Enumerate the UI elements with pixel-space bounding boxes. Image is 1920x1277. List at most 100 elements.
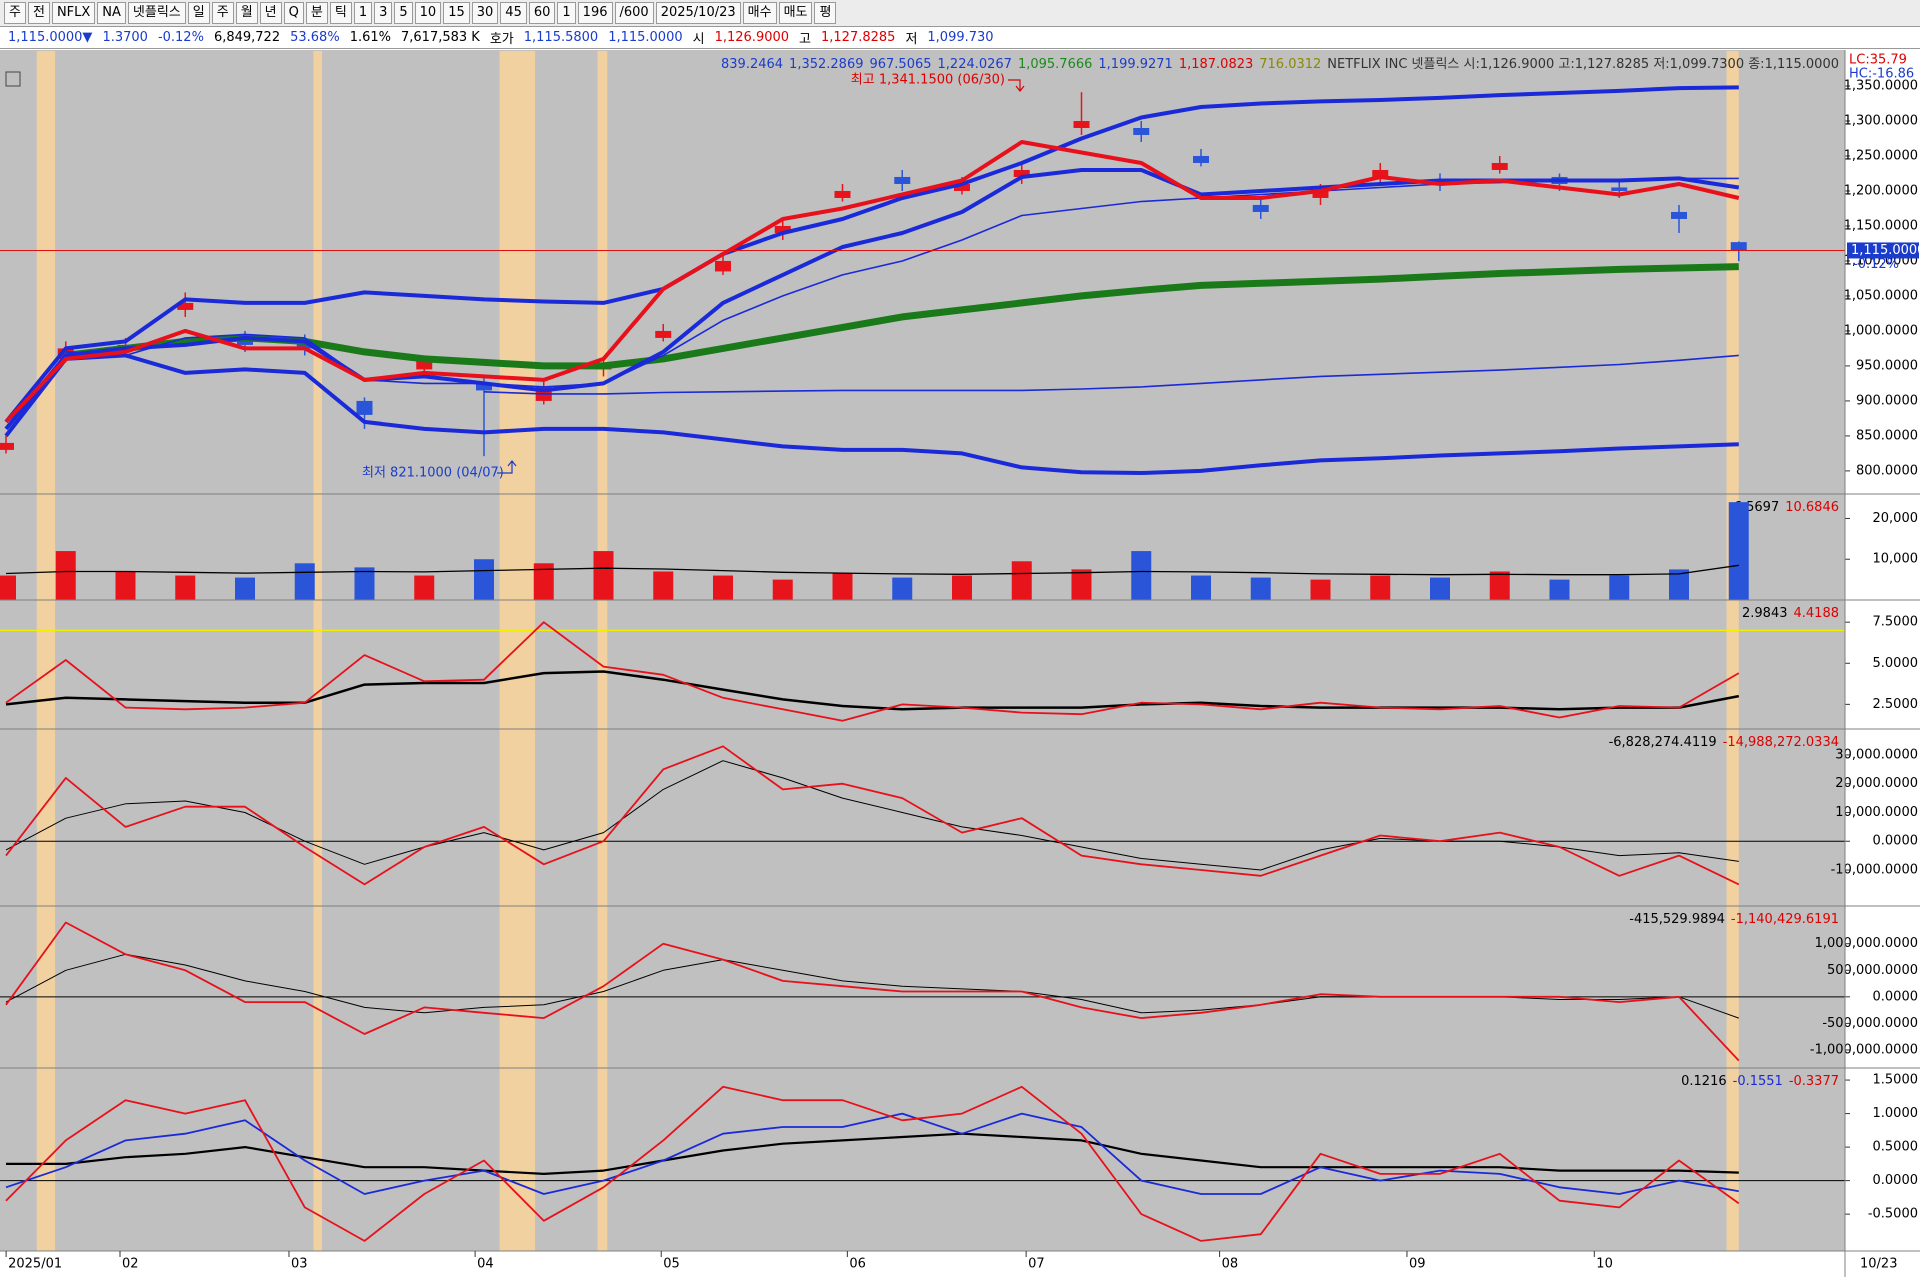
- toolbar-button[interactable]: 넷플릭스: [127, 2, 186, 24]
- panel-header: 0.1216 -0.1551 -0.3377: [1681, 1074, 1839, 1089]
- toolbar: 주 전 NFLX NA 넷플릭스 일 주 월 년 Q 분 틱 1 3 5 10 15 30 45 60 1 196/600…: [0, 0, 1920, 27]
- toolbar-button[interactable]: 5: [394, 2, 413, 24]
- x-tick-label: 2025/01: [8, 1257, 62, 1272]
- indicator-line: [6, 1132, 1739, 1175]
- candle-body: [715, 260, 731, 272]
- toolbar-button[interactable]: 분: [305, 2, 328, 24]
- toolbar-button[interactable]: 60: [528, 2, 556, 24]
- candle-body: [1491, 162, 1508, 170]
- header-value: -0.1551: [1733, 1074, 1783, 1089]
- indicator-line: [4, 140, 1740, 424]
- candle-body: [774, 225, 791, 233]
- volume-bar: [474, 559, 494, 600]
- y-tick-label: 1,250.0000: [1844, 148, 1918, 163]
- y-tick-label: -500,000.0000: [1822, 1016, 1918, 1031]
- info-item: 1.3700: [102, 30, 148, 45]
- indicator-line: [5, 564, 1739, 576]
- x-tick-label: 09: [1409, 1257, 1426, 1272]
- candle-body: [476, 383, 492, 391]
- volume-bar: [1071, 569, 1092, 600]
- panel-header: 6.5697 10.6846: [1734, 500, 1839, 515]
- candle-body: [954, 183, 970, 191]
- candle-body: [1372, 169, 1389, 177]
- volume-bar: [235, 577, 255, 600]
- toolbar-button[interactable]: 평: [814, 2, 837, 24]
- header-value: NETFLIX INC 넷플릭스 시:1,126.9000 고:1,127.82…: [1327, 57, 1839, 72]
- toolbar-button[interactable]: 1: [353, 2, 373, 24]
- info-item: 1.61%: [349, 30, 391, 45]
- toolbar-button[interactable]: 일: [187, 2, 210, 24]
- candle-body: [356, 400, 373, 415]
- y-tick-label: 1,350.0000: [1844, 78, 1918, 93]
- toolbar-button[interactable]: NFLX: [51, 2, 96, 24]
- header-value: -0.3377: [1789, 1074, 1839, 1089]
- toolbar-button[interactable]: 매수: [742, 2, 777, 24]
- panel-icon[interactable]: [5, 71, 21, 87]
- indicator-line: [483, 354, 1739, 395]
- header-value: 1,095.7666: [1018, 57, 1092, 72]
- volume-bar: [1728, 502, 1749, 600]
- volume-bar: [1549, 579, 1570, 600]
- header-value: 1,352.2869: [789, 57, 863, 72]
- toolbar-button[interactable]: NA: [97, 2, 126, 24]
- toolbar-button[interactable]: 전: [27, 2, 50, 24]
- volume-bar: [832, 573, 853, 600]
- y-tick-label: 10,000: [1873, 552, 1919, 567]
- last-change-label: -0.12%: [1853, 257, 1899, 272]
- y-tick-label: 950.0000: [1856, 358, 1918, 373]
- toolbar-button[interactable]: 10: [414, 2, 442, 24]
- candle-body: [416, 358, 433, 370]
- header-value: 4.4188: [1794, 606, 1840, 621]
- candle-body: [1013, 169, 1030, 177]
- volume-bar: [772, 579, 793, 600]
- header-value: -6,828,274.4119: [1609, 735, 1717, 750]
- toolbar-button[interactable]: 년: [259, 2, 282, 24]
- signal-band: [1726, 51, 1739, 1251]
- volume-bar: [533, 563, 554, 600]
- toolbar-button[interactable]: Q: [283, 2, 304, 24]
- signal-band: [597, 51, 608, 1251]
- x-axis-background: [0, 1251, 1845, 1277]
- toolbar-button[interactable]: 45: [500, 2, 527, 24]
- panel-header: -6,828,274.4119 -14,988,272.0334: [1609, 735, 1839, 750]
- panel-header: 839.2464 1,352.2869 967.5065 1,224.0267 1,09…: [721, 57, 1839, 72]
- volume-bar: [1430, 577, 1450, 600]
- toolbar-button[interactable]: /600: [614, 2, 654, 24]
- low-annotation: 최저 821.1000 (04/07): [362, 466, 504, 481]
- toolbar-button[interactable]: 1: [557, 2, 576, 24]
- header-value: 839.2464: [721, 57, 783, 72]
- signal-band: [313, 51, 323, 1251]
- toolbar-button[interactable]: 2025/10/23: [655, 2, 741, 24]
- x-tick-label: 06: [849, 1257, 866, 1272]
- candle-body: [1193, 155, 1209, 163]
- x-tick-label: 02: [122, 1257, 139, 1272]
- toolbar-button[interactable]: 월: [235, 2, 258, 24]
- candle-body: [1730, 242, 1747, 251]
- toolbar-button[interactable]: 매도: [778, 2, 813, 24]
- toolbar-button[interactable]: 틱: [329, 2, 352, 24]
- toolbar-button[interactable]: 3: [374, 2, 393, 24]
- info-item: 1,115.0000: [608, 30, 683, 45]
- y-tick-label: 0.0000: [1873, 1173, 1919, 1188]
- y-tick-label: 2.5000: [1873, 697, 1919, 712]
- toolbar-button[interactable]: 주: [4, 2, 26, 24]
- info-item: 6,849,722: [213, 30, 281, 45]
- y-tick-label: 1.5000: [1873, 1073, 1919, 1088]
- indicator-line: [4, 353, 1739, 475]
- signal-band: [36, 51, 56, 1251]
- toolbar-button[interactable]: 주: [211, 2, 234, 24]
- lc-label: LC:35.79: [1849, 53, 1907, 68]
- volume-bar: [115, 571, 136, 600]
- info-item: 1,115.5800: [523, 30, 599, 45]
- toolbar-button[interactable]: 196: [577, 2, 613, 24]
- toolbar-button[interactable]: 15: [443, 2, 470, 24]
- y-tick-label: 0.0000: [1873, 834, 1919, 849]
- y-tick-label: 900.0000: [1856, 393, 1918, 408]
- low-arrow: [497, 460, 517, 474]
- y-tick-label: 1,150.0000: [1844, 218, 1918, 233]
- candle-body: [894, 176, 911, 184]
- volume-bar: [892, 577, 913, 600]
- info-item: 저: [905, 32, 918, 47]
- toolbar-button[interactable]: 30: [471, 2, 499, 24]
